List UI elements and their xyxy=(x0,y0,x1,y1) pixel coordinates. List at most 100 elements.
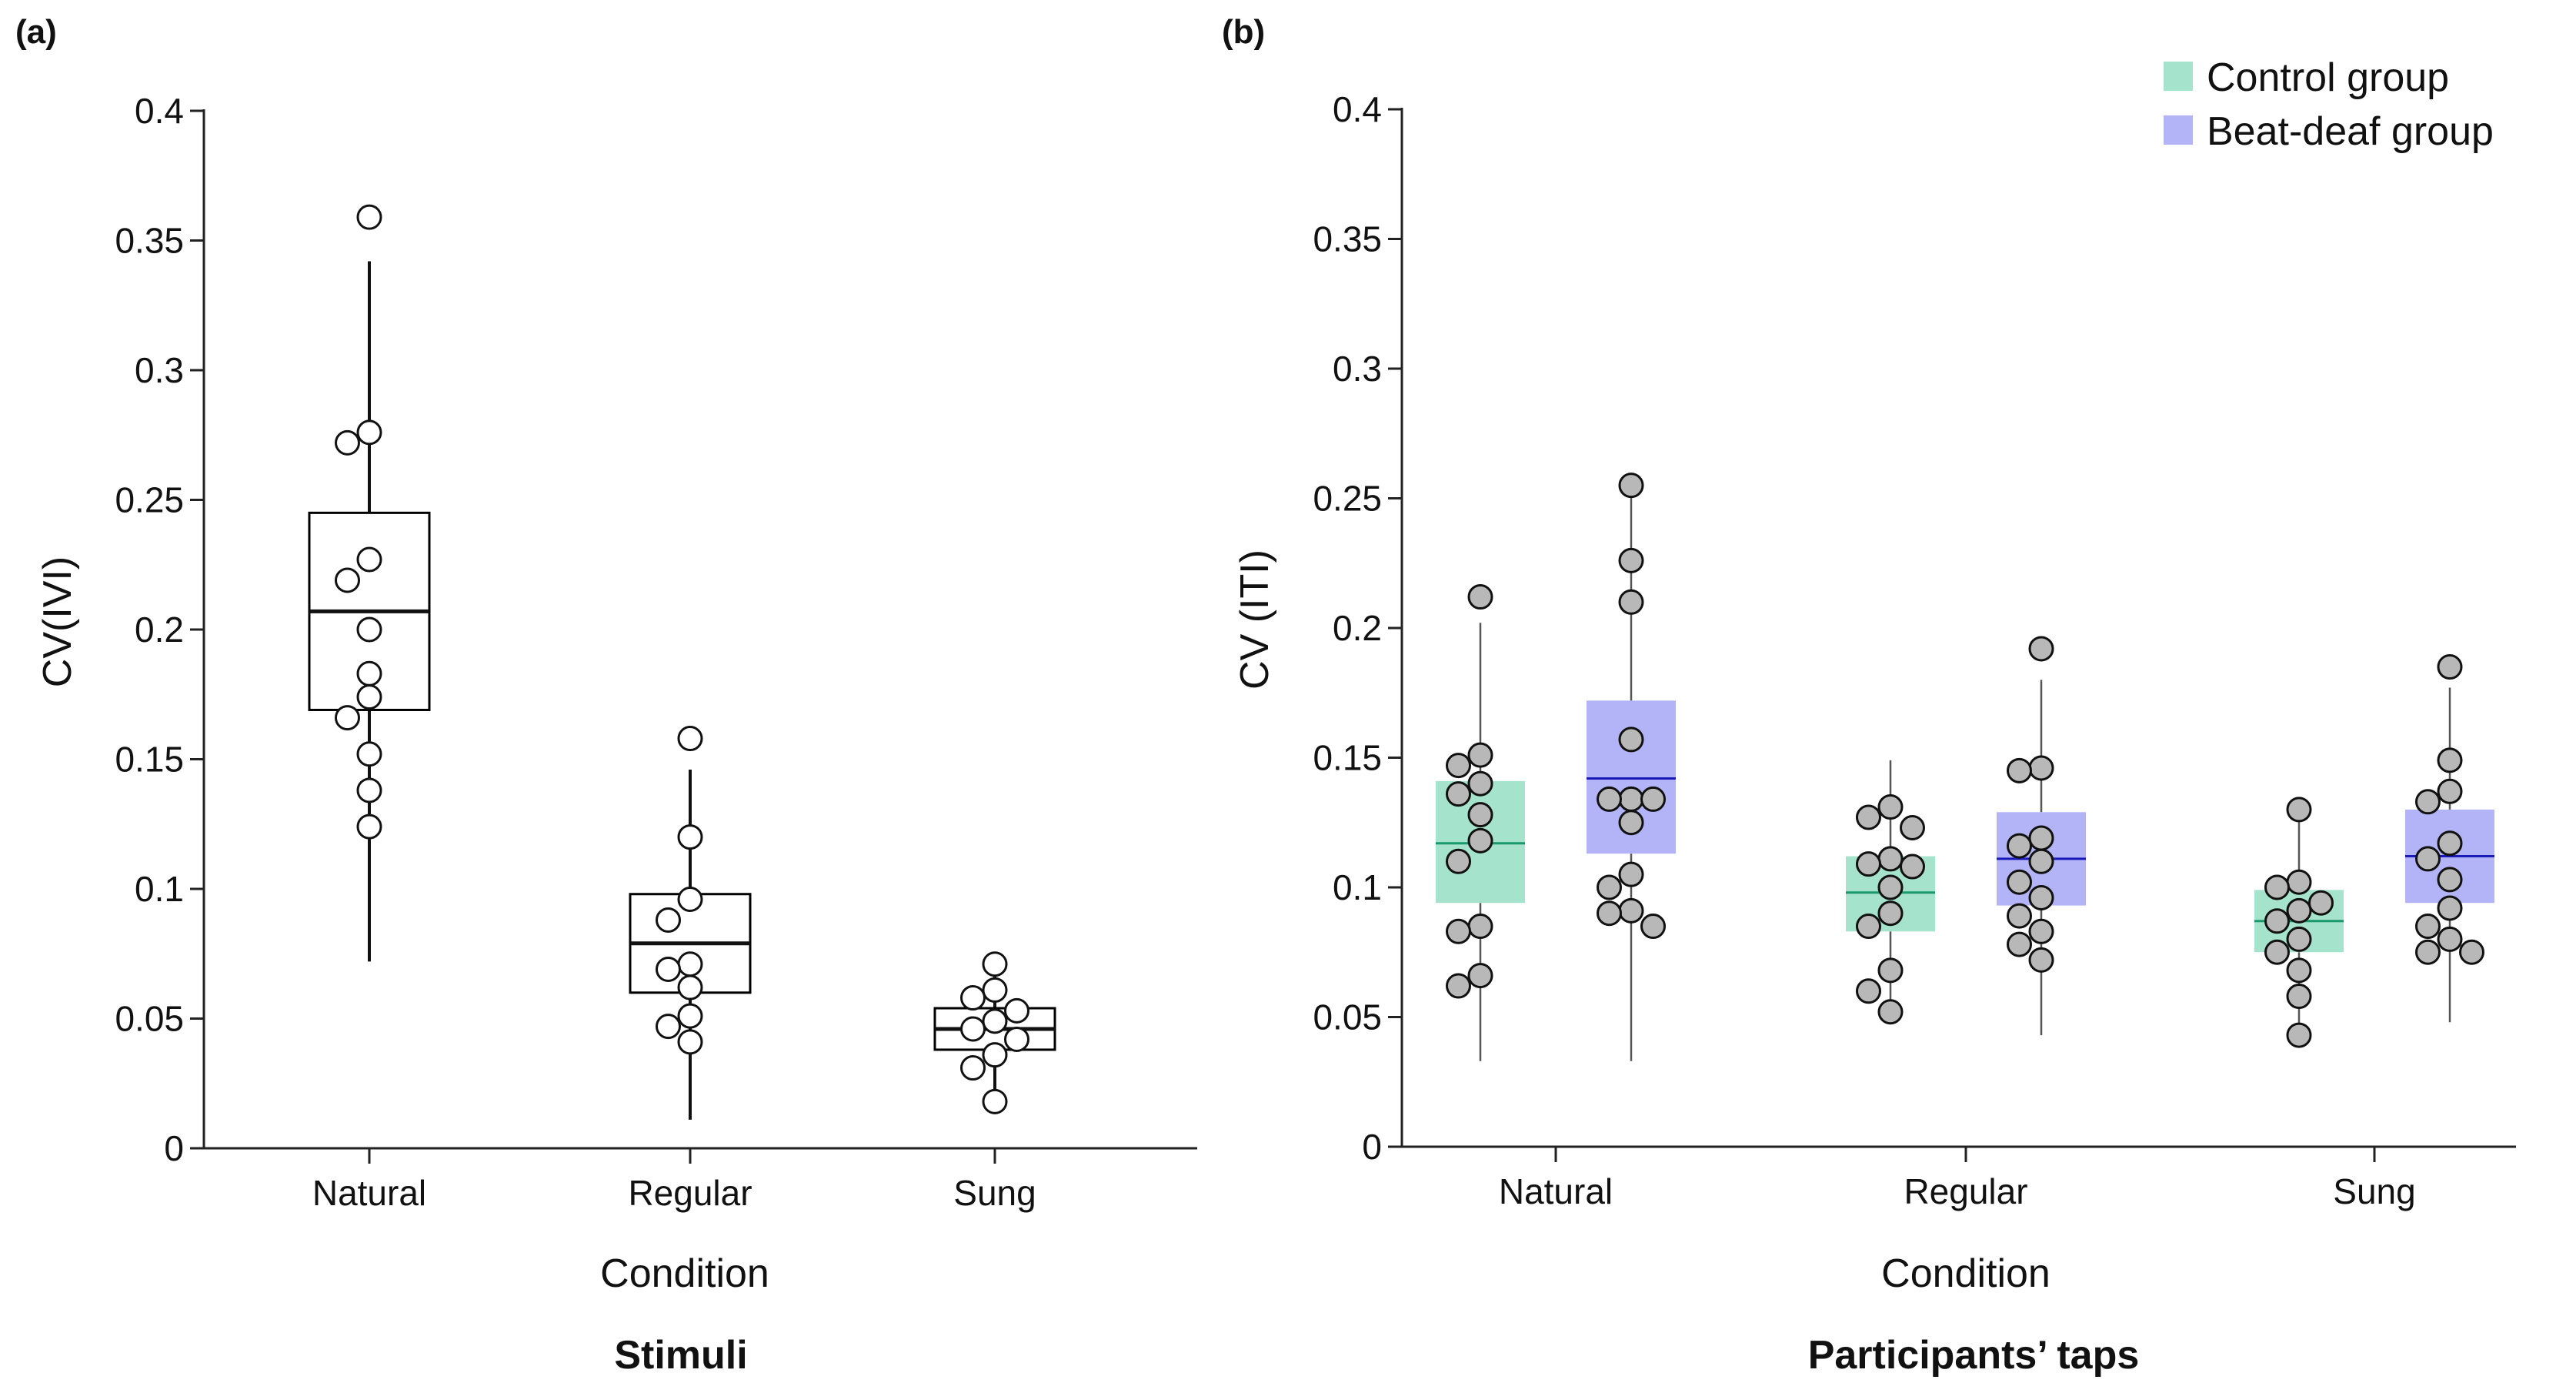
panel-a-stimuli: (a) CV(IVI) Condition Stimuli 0 0.05 0.1 0.… xyxy=(15,13,1197,1378)
data-point xyxy=(1877,900,1904,927)
data-point xyxy=(2437,747,2463,773)
data-point xyxy=(2415,846,2441,872)
data-point xyxy=(335,567,360,593)
x-tick-label-regular: Regular xyxy=(628,1173,752,1213)
data-point xyxy=(656,1014,681,1040)
box-beat-deaf-group-sung xyxy=(2405,654,2494,1023)
data-point xyxy=(2459,939,2484,965)
data-point xyxy=(1618,786,1644,812)
y-tick-label: 0.3 xyxy=(1333,349,1382,389)
data-point xyxy=(1467,827,1493,854)
panel-b-y-axis-title: CV (ITI) xyxy=(1233,550,1277,690)
data-point xyxy=(2007,903,2032,929)
data-point xyxy=(356,684,382,710)
y-tick-label: 0.2 xyxy=(1333,608,1382,648)
data-point xyxy=(982,1088,1008,1114)
data-point xyxy=(1640,914,1666,940)
data-point xyxy=(2437,654,2463,680)
data-point xyxy=(2286,926,2312,952)
data-point xyxy=(1004,997,1029,1024)
data-point xyxy=(1877,874,1904,900)
data-point xyxy=(2286,957,2312,984)
data-point xyxy=(356,741,382,767)
data-point xyxy=(2437,830,2463,857)
legend-label-control-group: Control group xyxy=(2207,55,2449,100)
data-point xyxy=(677,974,703,1000)
panel-a-label: (a) xyxy=(15,13,57,51)
data-point xyxy=(2264,874,2290,900)
y-tick-label: 0.3 xyxy=(135,350,184,390)
data-point xyxy=(1597,874,1622,900)
data-point xyxy=(1467,914,1493,940)
data-point xyxy=(2007,833,2032,859)
data-point xyxy=(1877,846,1904,872)
y-tick-label: 0.25 xyxy=(115,480,184,520)
data-point xyxy=(2286,984,2312,1010)
y-tick-label: 0.1 xyxy=(135,869,184,909)
panel-b-label: (b) xyxy=(1222,13,1265,51)
data-point xyxy=(2028,918,2054,944)
data-point xyxy=(2264,939,2290,965)
y-tick-label: 0 xyxy=(1362,1127,1382,1167)
box-control-group-sung xyxy=(2254,797,2344,1048)
panel-a-caption: Stimuli xyxy=(614,1333,747,1378)
data-point xyxy=(2437,895,2463,921)
data-point xyxy=(356,777,382,803)
y-tick-label: 0.4 xyxy=(135,91,184,131)
data-point xyxy=(1446,918,1471,944)
panel-b-axes: 0 0.05 0.1 0.15 0.2 0.25 0.3 0.35 0.4 Natural Regu… xyxy=(1313,89,2516,1211)
data-point xyxy=(1597,786,1622,812)
data-point xyxy=(2415,789,2441,815)
data-point xyxy=(982,977,1008,1003)
data-point xyxy=(2286,869,2312,895)
data-point xyxy=(1618,727,1644,753)
x-tick-label-natural: Natural xyxy=(312,1173,426,1213)
box-regular xyxy=(629,726,752,1120)
data-point xyxy=(1900,814,1925,840)
data-point xyxy=(677,726,703,752)
y-tick-label: 0 xyxy=(164,1128,184,1168)
data-point xyxy=(1467,770,1493,797)
data-point xyxy=(960,985,986,1011)
data-point xyxy=(356,813,382,840)
data-point xyxy=(960,1055,986,1081)
data-point xyxy=(1467,963,1493,989)
panel-a-axes: 0 0.05 0.1 0.15 0.2 0.25 0.3 0.35 0.4 Natural Regu… xyxy=(115,91,1197,1213)
data-point xyxy=(1618,897,1644,924)
x-tick-label-natural: Natural xyxy=(1499,1171,1613,1211)
panel-b-x-axis-title: Condition xyxy=(1881,1251,2050,1296)
data-point xyxy=(2007,757,2032,783)
data-point xyxy=(1004,1026,1029,1052)
y-tick-label: 0.35 xyxy=(115,221,184,261)
data-point xyxy=(2028,825,2054,851)
data-point xyxy=(1618,861,1644,887)
legend-label-beat-deaf-group: Beat-deaf group xyxy=(2207,109,2494,154)
data-point xyxy=(2286,897,2312,924)
x-tick-label-sung: Sung xyxy=(953,1173,1036,1213)
data-point xyxy=(677,1029,703,1055)
data-point xyxy=(677,886,703,912)
data-point xyxy=(2264,908,2290,934)
data-point xyxy=(2286,1022,2312,1048)
panel-a-y-axis-title: CV(IVI) xyxy=(35,556,80,687)
data-point xyxy=(1856,851,1881,877)
data-point xyxy=(335,705,360,731)
legend-swatch-control-group xyxy=(2164,62,2193,91)
data-point xyxy=(1446,753,1471,779)
data-point xyxy=(2437,778,2463,804)
data-point xyxy=(2028,848,2054,874)
panel-b-plot-area xyxy=(1436,473,2494,1061)
data-point xyxy=(982,1042,1008,1068)
box-natural xyxy=(308,204,431,962)
data-point xyxy=(1467,584,1493,610)
data-point xyxy=(1856,978,1881,1004)
y-tick-label: 0.25 xyxy=(1313,479,1382,519)
data-point xyxy=(1856,804,1881,830)
data-point xyxy=(1900,854,1925,880)
data-point xyxy=(356,616,382,643)
data-point xyxy=(356,546,382,573)
data-point xyxy=(2028,884,2054,910)
data-point xyxy=(1618,589,1644,615)
data-point xyxy=(1446,781,1471,807)
data-point xyxy=(1618,810,1644,836)
